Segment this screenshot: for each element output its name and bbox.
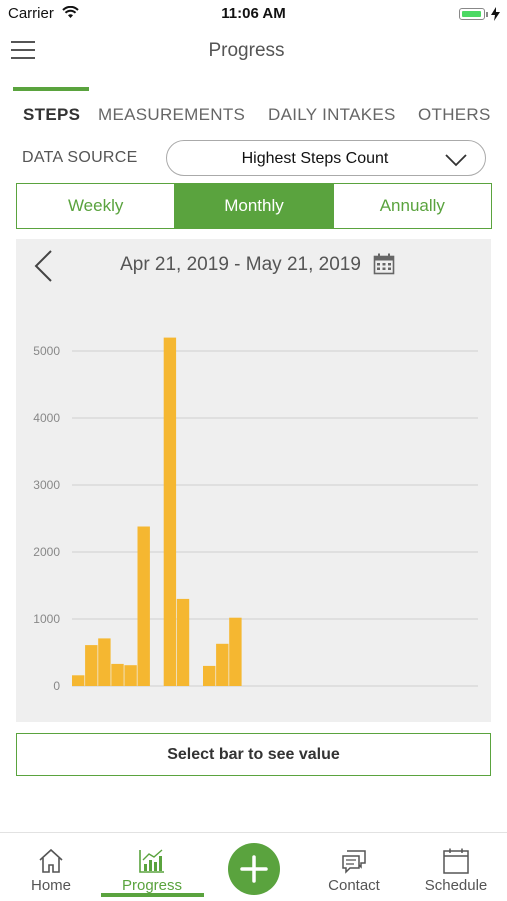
- chart-bar-8[interactable]: [163, 337, 177, 686]
- chart-bar-9[interactable]: [176, 598, 190, 686]
- chevron-down-icon: [445, 154, 467, 167]
- chart-bar-6[interactable]: [137, 526, 150, 687]
- y-tick-label: 2000: [33, 545, 60, 559]
- period-weekly-button[interactable]: Weekly: [67, 196, 124, 215]
- y-tick-label: 3000: [33, 478, 60, 492]
- tab-measurements[interactable]: MEASUREMENTS: [98, 105, 246, 124]
- chart-bar-13[interactable]: [229, 617, 242, 686]
- page-title: Progress: [208, 40, 285, 61]
- battery-level: [461, 10, 481, 17]
- nav-contact[interactable]: Contact: [306, 833, 402, 901]
- period-annually-button[interactable]: Annually: [332, 184, 491, 228]
- date-range-label: Apr 21, 2019 - May 21, 2019: [16, 254, 491, 276]
- select-bar-hint: Select bar to see value: [167, 745, 340, 763]
- y-tick-label: 0: [53, 679, 60, 693]
- nav-home-label: Home: [30, 877, 71, 894]
- chart-bar-1[interactable]: [72, 675, 85, 686]
- active-tab-indicator: [13, 87, 89, 91]
- tab-daily-intakes[interactable]: DAILY INTAKES: [268, 105, 396, 124]
- nav-progress-label: Progress: [121, 877, 183, 894]
- period-segmented-control: Weekly Monthly Annually: [16, 183, 492, 229]
- chart-gridlines: [72, 350, 478, 687]
- clock: 11:06 AM: [221, 5, 286, 22]
- tab-steps[interactable]: STEPS: [23, 105, 81, 124]
- data-source-dropdown[interactable]: Highest Steps Count: [166, 140, 486, 176]
- active-nav-indicator: [101, 893, 204, 897]
- data-source-label: DATA SOURCE: [22, 149, 138, 166]
- nav-progress[interactable]: Progress: [104, 833, 200, 901]
- carrier-label: Carrier: [8, 5, 54, 22]
- y-tick-label: 1000: [33, 612, 60, 626]
- chat-icon: [342, 850, 366, 874]
- chart-bar-3[interactable]: [98, 638, 111, 686]
- tab-others[interactable]: OTHERS: [418, 105, 491, 124]
- calendar-icon[interactable]: [373, 253, 395, 275]
- chart-bars: [72, 337, 242, 687]
- chart-bar-11[interactable]: [203, 665, 216, 686]
- progress-chart-icon: [139, 849, 164, 873]
- period-monthly-button[interactable]: Monthly: [174, 184, 333, 228]
- chart-bar-12[interactable]: [216, 643, 229, 686]
- battery-tip: [486, 12, 488, 17]
- chart-panel: Apr 21, 2019 - May 21, 2019 0 1000 2000 300…: [16, 239, 491, 722]
- status-bar: Carrier 11:06 AM: [0, 0, 507, 28]
- home-icon: [39, 848, 63, 873]
- hamburger-menu-icon[interactable]: [11, 41, 35, 59]
- schedule-calendar-icon: [443, 848, 469, 874]
- plus-icon: [240, 855, 268, 883]
- chevron-left-icon[interactable]: [32, 249, 54, 283]
- data-source-value: Highest Steps Count: [241, 150, 389, 167]
- steps-bar-chart: 0 1000 2000 3000 4000 5000: [33, 337, 478, 693]
- nav-home[interactable]: Home: [3, 833, 99, 901]
- nav-schedule[interactable]: Schedule: [408, 833, 504, 901]
- y-tick-label: 5000: [33, 344, 60, 358]
- nav-schedule-label: Schedule: [424, 877, 488, 894]
- battery-icon: [459, 8, 485, 20]
- add-button[interactable]: [228, 843, 280, 895]
- chart-y-axis: 0 1000 2000 3000 4000 5000: [33, 344, 60, 693]
- wifi-icon: [62, 6, 79, 18]
- chart-bar-2[interactable]: [85, 645, 98, 686]
- y-tick-label: 4000: [33, 411, 60, 425]
- chart-bar-5[interactable]: [124, 665, 137, 686]
- selected-value-box: Select bar to see value: [16, 733, 491, 776]
- nav-contact-label: Contact: [328, 877, 380, 894]
- chart-bar-4[interactable]: [111, 663, 124, 686]
- charging-bolt-icon: [491, 7, 500, 21]
- date-range-text: Apr 21, 2019 - May 21, 2019: [120, 254, 361, 275]
